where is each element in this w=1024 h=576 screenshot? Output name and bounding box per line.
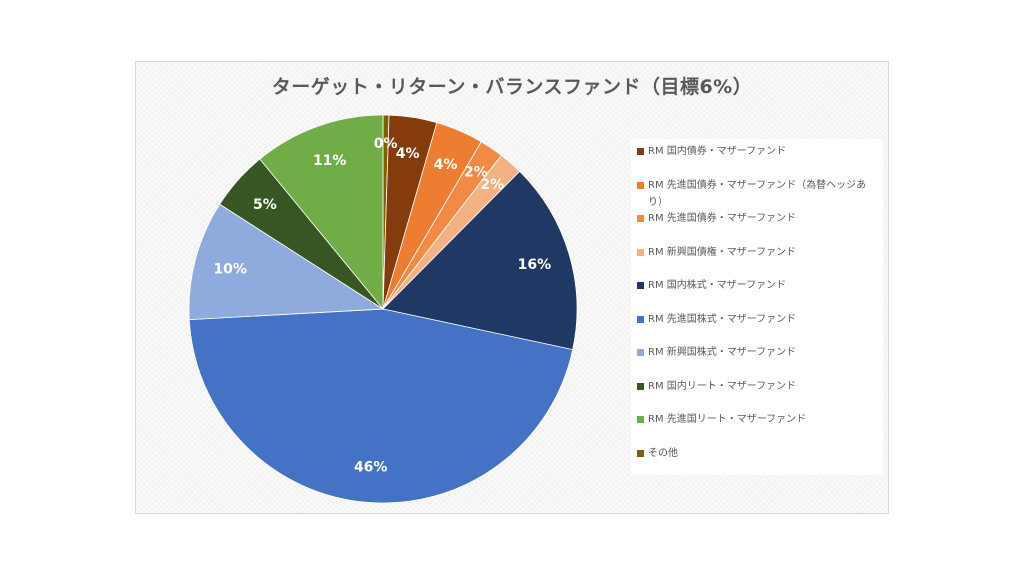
slice-label-6: 46% <box>354 460 388 476</box>
slice-label-8: 5% <box>253 197 277 213</box>
legend-label: RM 先進国債券・マザーファンド（為替ヘッジあり） <box>648 179 867 208</box>
legend-swatch <box>637 416 644 423</box>
slice-label-1: 4% <box>396 146 420 162</box>
legend-label: RM 先進国株式・マザーファンド <box>648 313 797 325</box>
legend-item: RM 国内リート・マザーファンド <box>637 378 881 395</box>
pie-slice-6 <box>188 308 574 504</box>
legend-item: RM 先進国債券・マザーファンド（為替ヘッジあり） <box>637 177 881 211</box>
legend-item: RM 国内株式・マザーファンド <box>637 277 881 294</box>
legend-label: その他 <box>648 447 678 459</box>
legend-label: RM 国内債券・マザーファンド <box>648 146 787 157</box>
legend-swatch <box>637 349 644 356</box>
slice-label-3: 2% <box>464 164 488 180</box>
legend-swatch <box>637 382 644 390</box>
legend-swatch <box>637 148 644 155</box>
legend-label: RM 新興国株式・マザーファンド <box>648 347 797 358</box>
legend-label: RM 国内株式・マザーファンド <box>648 280 787 291</box>
slice-label-5: 16% <box>518 257 552 273</box>
slice-labels: 0%4%4% 2%2%16%46%10%5%11% <box>213 136 551 476</box>
legend-swatch <box>637 181 644 189</box>
legend-swatch <box>637 215 644 222</box>
legend-swatch <box>637 315 644 323</box>
legend-swatch <box>637 282 644 289</box>
legend-label: RM 国内リート・マザーファンド <box>648 380 797 392</box>
pie-slice-9 <box>259 114 384 311</box>
legend-item: RM 新興国株式・マザーファンド <box>637 344 881 361</box>
legend-label: RM 先進国リート・マザーファンド <box>648 414 807 425</box>
legend-label: RM 新興国債権・マザーファンド <box>648 246 797 258</box>
slice-label-7: 10% <box>213 262 247 278</box>
pie-slice-5 <box>382 170 578 351</box>
legend-label: RM 先進国債券・マザーファンド <box>648 213 797 224</box>
legend-swatch <box>637 248 644 256</box>
chart-title: ターゲット・リターン・バランスファンド（目標6%） <box>271 76 753 98</box>
legend-item: RM 先進国リート・マザーファンド <box>637 411 881 428</box>
slice-label-4: 2% <box>480 177 504 193</box>
pie-slice-7 <box>188 203 385 321</box>
slice-label-2: 4% <box>434 157 458 173</box>
legend-item: RM 先進国債券・マザーファンド <box>637 210 881 227</box>
legend: RM 国内債券・マザーファンド RM 先進国債券・マザーファンド（為替ヘッジあり）… <box>631 139 883 475</box>
legend-item: RM 新興国債権・マザーファンド <box>637 244 881 261</box>
legend-swatch <box>637 449 644 457</box>
slice-label-0: 0% <box>374 136 398 152</box>
slice-label-9: 11% <box>313 153 347 169</box>
legend-item: その他 <box>637 445 881 462</box>
legend-item: RM 国内債券・マザーファンド <box>637 143 881 160</box>
pie-slices <box>188 114 578 504</box>
legend-item: RM 先進国株式・マザーファンド <box>637 311 881 328</box>
